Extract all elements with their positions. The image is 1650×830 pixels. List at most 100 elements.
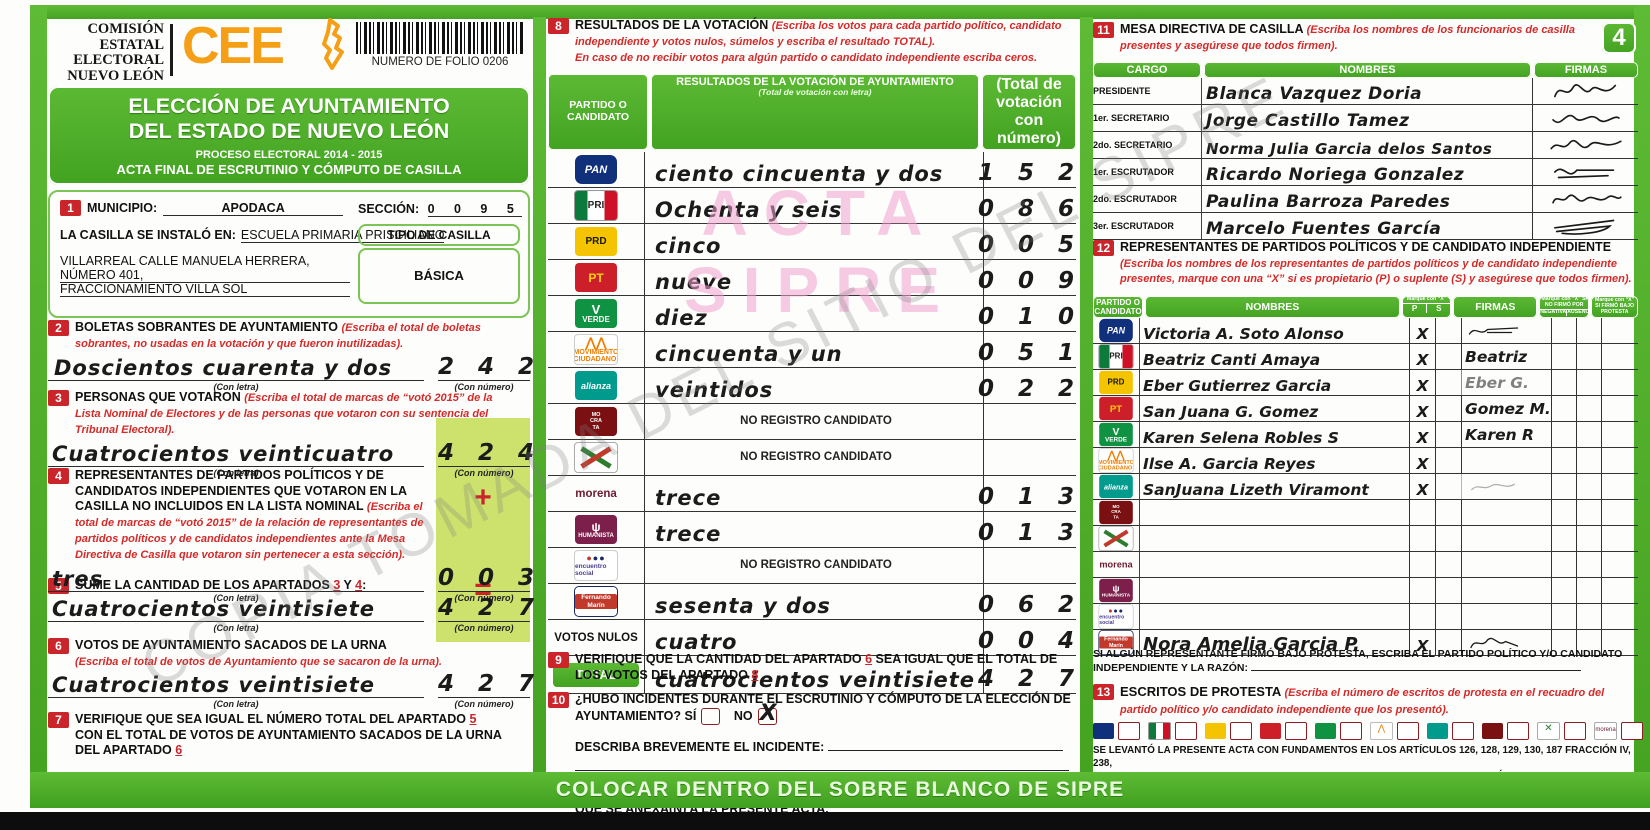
rep-col-party: PARTIDO O CANDIDATO (1093, 296, 1143, 318)
p-mark: X (1409, 396, 1435, 421)
scan-edge (0, 812, 1650, 830)
cee-logo: CEE (182, 17, 285, 75)
acta-line: ACTA FINAL DE ESCRUTINIO Y CÓMPUTO DE CA… (116, 161, 462, 177)
votes-numero-empty (983, 548, 1076, 583)
rep-col-negativa: NEGATIVA (1540, 308, 1568, 316)
democrata-logo-icon: MO CRA TA (575, 407, 617, 436)
section13-title: ESCRITOS DE PROTESTA (1120, 684, 1281, 699)
negativa-cell (1551, 630, 1576, 655)
rep-row-fernando-marin: Fernando Marín Nora Amelia Garcia P. X (1093, 630, 1638, 656)
negativa-cell (1551, 552, 1576, 577)
protesta-cell (1601, 604, 1647, 629)
votes-numero: 0 0 5 (978, 224, 1076, 259)
funcionario-nombre: Blanca Vazquez Doria (1201, 78, 1532, 104)
mini-logo-mc-icon: ⋀ (1370, 722, 1393, 740)
ausencia-cell (1576, 370, 1601, 395)
section5-joiner: Y (343, 578, 352, 592)
section5-title: SUME LA CANTIDAD DE LOS APARTADOS (75, 578, 330, 592)
votes-letra: sesenta y dos (655, 594, 831, 618)
votes-row-nulos: VOTOS NULOS cuatro 0 0 4 (548, 620, 1076, 656)
pt-logo-icon: PT (1099, 396, 1133, 421)
section4-badge: 4 (48, 468, 69, 484)
negativa-cell (1551, 448, 1576, 473)
frame-divider-1 (533, 17, 546, 774)
votes-letra: ciento cincuenta y dos (655, 162, 944, 186)
firma-cell (1532, 213, 1638, 239)
section8-instruction1: (Escriba los votos para cada partido pol… (575, 20, 1062, 48)
rep-firma: Karen R (1461, 422, 1551, 447)
votos-nulos-label: VOTOS NULOS (548, 620, 645, 655)
mini-logo-pri-icon (1148, 722, 1171, 740)
section3-title: PERSONAS QUE VOTARON (75, 390, 241, 404)
funcionario-nombre: Paulina Barroza Paredes (1201, 186, 1532, 212)
votes-letra: trece (655, 522, 722, 546)
protesta-cell (1601, 578, 1647, 603)
rep-firma: Beatriz (1461, 344, 1551, 369)
prd-logo-icon: PRD (575, 227, 617, 256)
cargo-header: CARGO (1093, 62, 1201, 78)
funcionario-nombre: Ricardo Noriega Gonzalez (1201, 159, 1532, 185)
rep-row-pan: PAN Victoria A. Soto Alonso X (1093, 318, 1638, 344)
negativa-cell (1551, 500, 1576, 525)
rep-row-verde: V VERDE Karen Selena Robles S X Karen R (1093, 422, 1638, 448)
section5-colon: : (362, 578, 367, 592)
election-title-line1: ELECCIÓN DE AYUNTAMIENTO (128, 94, 450, 119)
ausencia-cell (1576, 448, 1601, 473)
p-mark: X (1409, 318, 1435, 343)
votes-numero: 0 0 4 (978, 620, 1076, 655)
protest-count-box (1621, 722, 1643, 740)
votes-row-mc: ⋀⋀ MOVIMIENTO CIUDADANO cincuenta y un 0 … (548, 332, 1076, 368)
section10-badge: 10 (548, 692, 569, 708)
section13: 13 ESCRITOS DE PROTESTA (Escriba el núme… (1093, 684, 1640, 718)
legal-line1: SE LEVANTÓ LA PRESENTE ACTA CON FUNDAMEN… (1093, 745, 1631, 770)
protest-count-box (1564, 722, 1586, 740)
mini-logo-morena-icon: morena (1594, 722, 1617, 740)
municipio-value: APODACA (163, 201, 344, 216)
sum-highlight-column: + = (436, 418, 530, 642)
pri-logo-icon: PRI (574, 190, 618, 221)
prd-logo-icon: PRD (1099, 370, 1133, 395)
votes-numero: 0 1 3 (978, 512, 1076, 547)
p-mark (1409, 526, 1435, 551)
negativa-cell (1551, 370, 1576, 395)
votes-letra: diez (655, 306, 708, 330)
rep-nombre: San Juana G. Gomez (1139, 396, 1409, 421)
section3-badge: 3 (48, 390, 69, 406)
section8-instruction2: En caso de no recibir votos para algún p… (575, 51, 1038, 64)
cargo-label: 2do. ESCRUTADOR (1093, 194, 1177, 204)
frame-right (1634, 5, 1650, 805)
signature (1470, 637, 1519, 648)
rep-row-alianza: alianza SanJuana Lizeth Viramont X (1093, 474, 1638, 500)
section4: 4 REPRESENTANTES DE PARTIDOS POLÍTICOS Y… (48, 468, 534, 604)
rep-nombre (1139, 526, 1409, 551)
negativa-cell (1551, 474, 1576, 499)
rep-nombre: Ilse A. Garcia Reyes (1139, 448, 1409, 473)
section6-title: VOTOS DE AYUNTAMIENTO SACADOS DE LA URNA (75, 638, 387, 652)
section2-letra-value: Doscientos cuarenta y dos (48, 356, 424, 381)
con-letra-label: (Con letra) (213, 593, 259, 604)
section11-instruction: (Escriba los nombres de los funcionarios… (1120, 24, 1575, 52)
protesta-cell (1601, 526, 1647, 551)
signature (1553, 84, 1616, 98)
humanista-logo-icon: ψ HUMANISTA (1099, 578, 1133, 603)
section7: 7 VERIFIQUE QUE SEA IGUAL EL NÚMERO TOTA… (48, 712, 530, 759)
protesta-cell (1601, 474, 1647, 499)
votes-row-democrata: MO CRA TA NO REGISTRO CANDIDATO (548, 404, 1076, 440)
mesa-row-presidente: PRESIDENTE Blanca Vazquez Doria (1093, 78, 1638, 105)
protesta-cell (1601, 630, 1647, 655)
rep-firma (1461, 604, 1551, 629)
protesta-cell (1601, 318, 1647, 343)
frame-left (30, 5, 47, 805)
p-mark (1409, 552, 1435, 577)
s-mark (1435, 474, 1461, 499)
votes-row-fernando-marin: Fernando Marín sesenta y dos 0 6 2 (548, 584, 1076, 620)
ausencia-cell (1576, 318, 1601, 343)
votes-col-party: PARTIDO O CANDIDATO (548, 74, 648, 150)
signature (1553, 168, 1614, 179)
header-divider (170, 24, 173, 76)
con-letra-label: (Con letra) (213, 468, 259, 479)
pt-logo-icon: PT (575, 263, 617, 292)
section6-badge: 6 (48, 638, 69, 654)
mesa-row-2do-secretario: 2do. SECRETARIO Norma Julia Garcia delos… (1093, 132, 1638, 159)
firma-cell (1532, 186, 1638, 212)
